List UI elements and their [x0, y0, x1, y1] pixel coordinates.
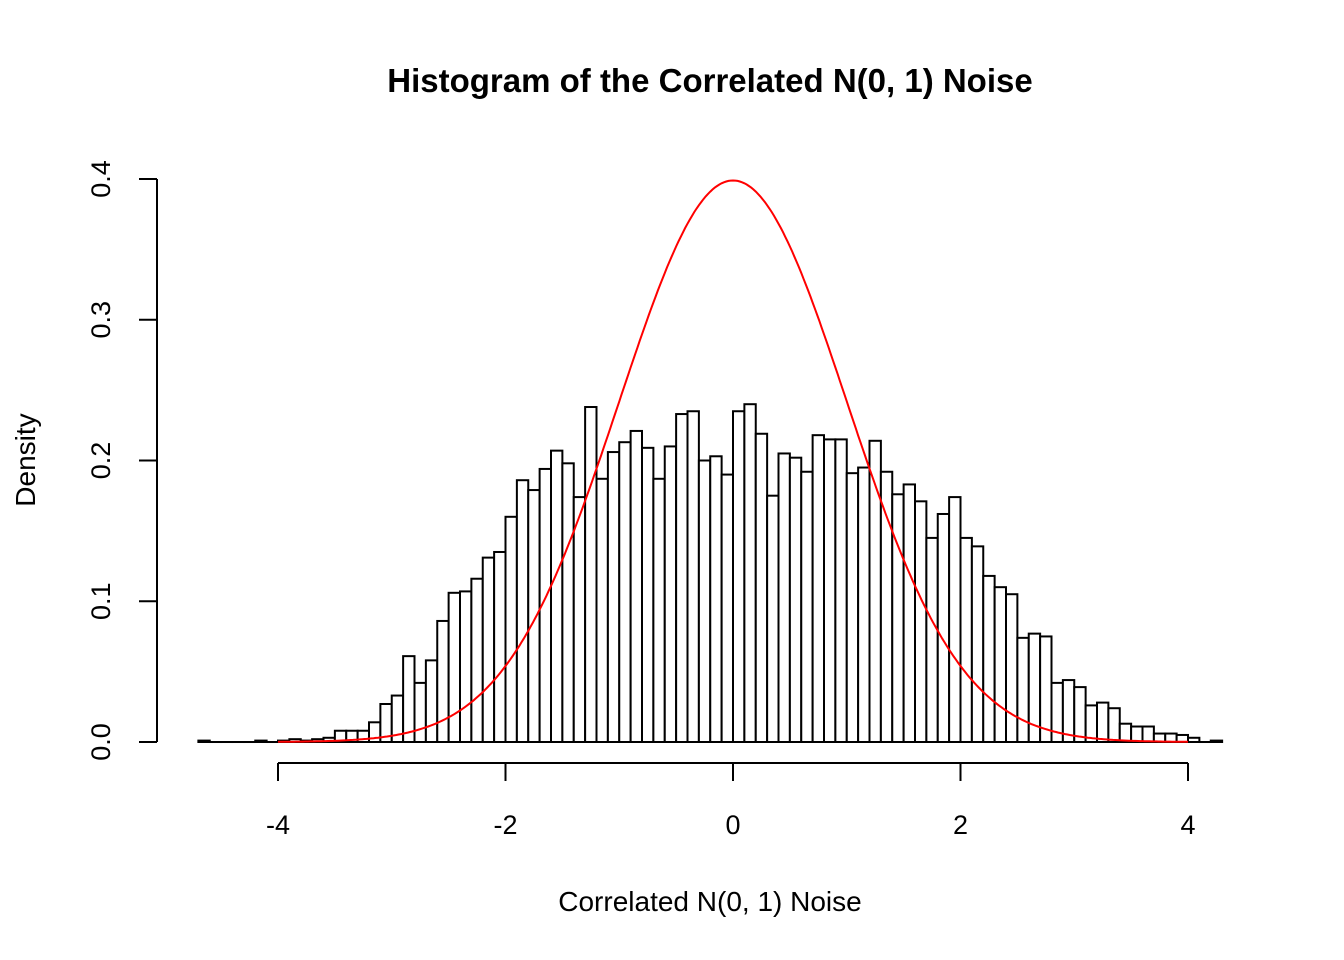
histogram-bar	[777, 452, 791, 743]
histogram-bar	[766, 494, 780, 743]
histogram-bar	[1118, 722, 1133, 744]
histogram-bar	[800, 470, 814, 743]
histogram-bar	[959, 536, 973, 743]
histogram-bar	[754, 432, 769, 743]
histogram-bar	[447, 591, 461, 743]
histogram-bar	[811, 434, 825, 743]
histogram-bar	[914, 500, 928, 743]
y-axis-label: Density	[10, 413, 41, 506]
histogram-bar	[902, 483, 916, 743]
histogram-bar	[663, 445, 678, 743]
x-tick-label: -2	[493, 810, 517, 840]
y-tick-label: 0.2	[86, 442, 116, 480]
histogram-bar	[857, 466, 871, 743]
histogram-bar	[732, 410, 746, 743]
histogram-bar	[891, 493, 905, 743]
histogram-bar	[686, 410, 700, 743]
histogram-bar	[561, 462, 575, 743]
histogram-bar	[527, 489, 541, 743]
histogram-bar	[1187, 736, 1201, 744]
x-tick-label: 4	[1180, 810, 1195, 840]
chart-title: Histogram of the Correlated N(0, 1) Nois…	[387, 62, 1032, 99]
histogram-bar	[436, 619, 450, 744]
y-tick-label: 0.0	[86, 723, 116, 761]
y-tick-label: 0.1	[86, 582, 116, 620]
histogram-bar	[606, 451, 621, 743]
histogram-bar	[470, 577, 484, 743]
histogram-bar	[493, 550, 507, 743]
histogram-bar	[424, 659, 439, 743]
histogram-bar	[481, 556, 496, 743]
histogram-bar	[925, 536, 939, 743]
histogram-bar	[618, 441, 632, 743]
histogram-bar	[254, 739, 268, 744]
histogram-bar	[788, 456, 803, 743]
histogram-bar	[641, 446, 655, 743]
histogram-bar	[572, 496, 587, 743]
x-tick-label: 2	[953, 810, 968, 840]
histogram-bar	[948, 496, 962, 743]
bars	[197, 403, 1224, 744]
x-tick-label: 0	[725, 810, 740, 840]
histogram-bar	[743, 403, 757, 743]
histogram-bar	[845, 472, 860, 743]
histogram-bar	[982, 574, 996, 743]
histogram-bar	[697, 459, 712, 743]
y-axis: 0.0 0.1 0.2 0.3 0.4	[86, 160, 158, 761]
histogram-bar	[402, 655, 416, 744]
histogram-bar	[584, 406, 598, 743]
histogram-bar	[720, 473, 734, 743]
histogram-bar	[1005, 593, 1019, 744]
histogram-bar	[504, 515, 518, 743]
x-tick-label: -4	[266, 810, 290, 840]
histogram-bar	[879, 470, 894, 743]
histogram-bar	[1130, 725, 1144, 744]
histogram-bar	[1107, 707, 1121, 743]
histogram-bar	[413, 681, 427, 744]
x-axis: -4 -2 0 2 4	[266, 762, 1196, 840]
histogram-bar	[834, 438, 848, 743]
histogram-bar	[709, 455, 723, 743]
y-tick-label: 0.4	[86, 160, 116, 198]
histogram-bar	[936, 512, 951, 743]
histogram-bar	[652, 477, 666, 743]
histogram-bar	[595, 477, 609, 743]
histogram-bar	[1141, 725, 1155, 744]
histogram-bar	[1096, 701, 1110, 744]
normal-density-curve	[278, 179, 1188, 743]
y-tick-label: 0.3	[86, 301, 116, 339]
histogram-bar	[1039, 635, 1053, 743]
x-axis-label: Correlated N(0, 1) Noise	[558, 886, 861, 917]
histogram-bar	[675, 413, 689, 743]
histogram-bar	[993, 586, 1007, 743]
histogram-bar	[550, 449, 564, 743]
histogram-bar	[515, 479, 530, 743]
histogram-bar	[970, 545, 985, 743]
histogram-bar	[1016, 636, 1030, 743]
histogram-bar	[1209, 739, 1224, 744]
histogram-bar	[1073, 686, 1087, 743]
histogram-bar	[459, 590, 473, 744]
histogram-bar	[1061, 679, 1076, 744]
histogram-bar	[1084, 704, 1098, 744]
histogram-bar	[197, 739, 211, 744]
histogram-bar	[629, 429, 643, 743]
histogram-bar	[823, 438, 837, 743]
